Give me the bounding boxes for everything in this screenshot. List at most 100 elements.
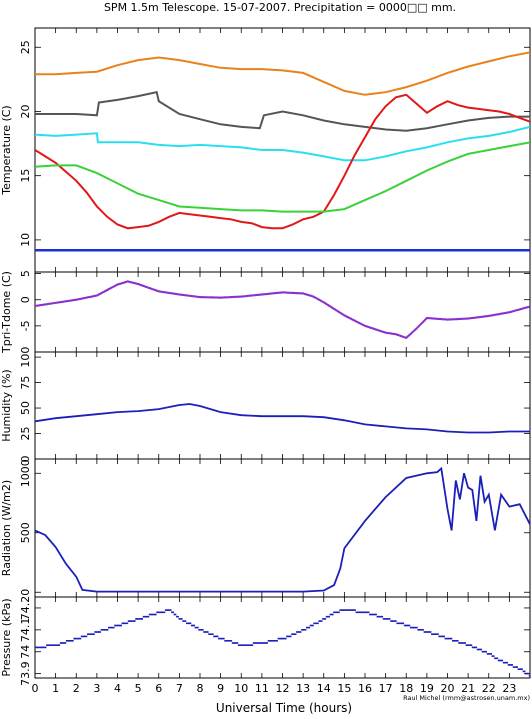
pressure-point [506,661,509,664]
x-tick-label: 10 [234,682,248,695]
pressure-point [96,631,99,633]
pressure-point [468,644,470,646]
pressure-point [509,664,511,666]
pressure-point [109,626,111,629]
pressure-point [121,622,124,625]
pressure-point [237,644,240,646]
pressure-point [36,646,38,649]
pressure-point [142,615,145,618]
x-tick-label: 21 [461,682,475,695]
pressure-point [431,633,433,635]
pressure-ytick-label: 74 [19,645,32,659]
pressure-point [278,637,281,640]
pressure-point [372,613,375,616]
pressure-point [392,620,395,622]
pressure-point [197,626,199,629]
credit-text: Raul Michel (rmm@astrosen.unam.mx) [403,694,530,702]
pressure-point [301,629,303,631]
pressure-point [130,620,132,622]
pressure-point [225,640,228,642]
pressure-point [335,611,338,614]
pressure-point [507,664,510,666]
pressure-point [522,670,525,673]
pressure-point [439,635,442,638]
pressure-point [322,618,324,620]
pressure-point [169,609,172,611]
pressure-point [515,666,517,668]
x-axis-label: Universal Time (hours) [216,701,352,715]
pressure-point [254,642,256,644]
pressure-data [35,609,530,677]
pressure-point [212,633,214,635]
pressure-point [302,629,304,631]
pressure-point [74,637,77,640]
pressure-point [307,626,309,629]
pressure-point [250,644,252,646]
pressure-point [416,626,418,629]
pressure-point [150,613,152,616]
pressure-point [452,640,454,642]
pressure-point [348,609,350,611]
pressure-point [502,661,505,664]
pressure-point [160,611,162,614]
pressure-point [115,624,117,627]
pressure-point [293,633,296,635]
pressure-point [362,611,365,614]
pressure-point [355,611,358,614]
pressure-point [329,613,332,616]
pressure-point [257,642,260,644]
pressure-point [480,648,483,651]
radiation-panel: 0 500 1000 Radiation (W/m2) [0,458,531,598]
pressure-point [205,631,208,633]
pressure-point [94,631,96,633]
pressure-point [475,646,478,649]
pressure-point [286,635,288,638]
pressure-point [334,611,337,614]
pressure-point [265,642,267,644]
pressure-point [224,640,226,642]
temperature-y-axis-label: Temperature (C) [0,105,13,195]
pressure-point [216,635,219,638]
pressure-point [82,635,84,638]
pressure-point [153,613,156,616]
pressure-ytick-label: 74.2 [19,596,32,621]
pressure-point [131,620,134,622]
pressure-point [204,631,207,633]
pressure-point [445,637,448,640]
pressure-point [263,642,266,644]
pressure-point [450,637,453,640]
pressure-point [140,618,142,620]
pressure-point [440,635,443,638]
pressure-point [72,640,74,642]
x-tick-label: 2 [73,682,80,695]
pressure-point [272,640,275,642]
pressure-point [434,633,437,635]
pressure-point [299,631,302,633]
pressure-point [391,620,393,622]
pressure-point [151,613,153,616]
pressure-point [85,635,88,638]
radiation-ytick-label: 0 [19,589,32,596]
temperature-series-2 [35,91,530,132]
x-tick-labels: 0 1 2 3 4 5 6 7 8 9 10 11 12 13 14 15 16 17 18 19 20 21 22 23 [32,682,517,695]
pressure-point [311,624,313,627]
pressure-point [504,661,506,664]
temperature-series-1 [35,51,530,96]
pressure-point [433,633,436,635]
pressure-point [287,635,290,638]
pressure-panel: 73.9 74 74.174.2 Pressure (kPa) [0,596,531,686]
pressure-point [511,664,513,666]
pressure-point [256,642,259,644]
radiation-line [35,466,530,593]
pressure-point [261,642,264,644]
pressure-point [366,611,369,614]
pressure-point [294,633,297,635]
pressure-point [145,615,147,618]
pressure-point [369,613,371,616]
pressure-point [426,631,428,633]
pressure-point [484,650,486,653]
pressure-point [110,626,113,629]
pressure-point [298,631,301,633]
pressure-point [56,644,58,646]
x-tick-label: 16 [358,682,372,695]
